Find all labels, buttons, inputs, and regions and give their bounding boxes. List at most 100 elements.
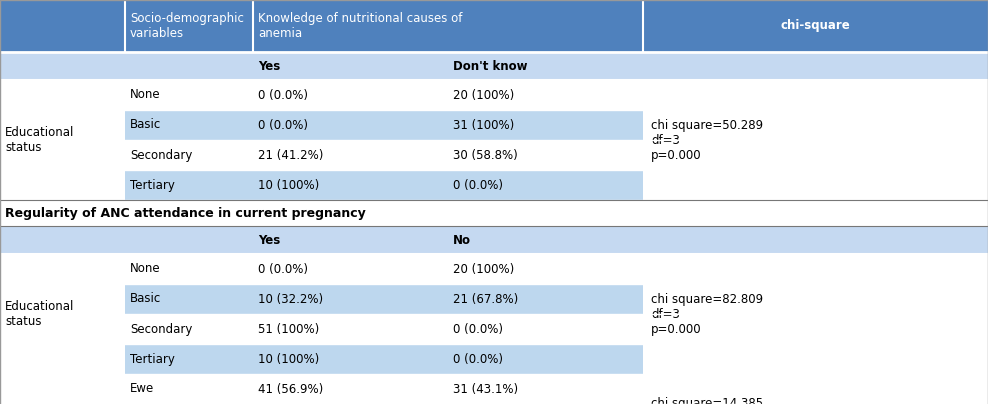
Text: Yes: Yes <box>258 59 281 72</box>
Text: 0 (0.0%): 0 (0.0%) <box>258 88 308 101</box>
Text: 51 (100%): 51 (100%) <box>258 322 319 335</box>
Text: Secondary: Secondary <box>130 149 193 162</box>
Text: 0 (0.0%): 0 (0.0%) <box>258 118 308 131</box>
Text: 0 (0.0%): 0 (0.0%) <box>453 179 503 191</box>
Text: Basic: Basic <box>130 118 161 131</box>
Bar <box>253 170 448 200</box>
Text: 0 (0.0%): 0 (0.0%) <box>453 353 503 366</box>
Bar <box>448 284 643 314</box>
Bar <box>0 314 125 344</box>
Bar <box>0 80 125 200</box>
Text: Basic: Basic <box>130 292 161 305</box>
Text: 21 (67.8%): 21 (67.8%) <box>453 292 519 305</box>
Bar <box>125 110 253 140</box>
Bar <box>448 314 643 344</box>
Bar <box>448 140 643 170</box>
Bar <box>643 254 988 284</box>
Text: 20 (100%): 20 (100%) <box>453 263 514 276</box>
Text: 31 (43.1%): 31 (43.1%) <box>453 383 518 396</box>
Text: 0 (0.0%): 0 (0.0%) <box>453 322 503 335</box>
Bar <box>253 140 448 170</box>
Text: 30 (58.8%): 30 (58.8%) <box>453 149 518 162</box>
Bar <box>643 110 988 140</box>
Bar <box>643 284 988 314</box>
Text: 20 (100%): 20 (100%) <box>453 88 514 101</box>
Text: Regularity of ANC attendance in current pregnancy: Regularity of ANC attendance in current … <box>5 206 366 219</box>
Bar <box>643 170 988 200</box>
Bar <box>643 314 988 344</box>
Text: 10 (32.2%): 10 (32.2%) <box>258 292 323 305</box>
Bar <box>253 254 448 284</box>
Bar <box>125 314 253 344</box>
Text: Yes: Yes <box>258 234 281 246</box>
Text: 0 (0.0%): 0 (0.0%) <box>258 263 308 276</box>
Text: Don't know: Don't know <box>453 59 528 72</box>
Text: None: None <box>130 263 161 276</box>
Bar <box>643 374 988 404</box>
Text: None: None <box>130 88 161 101</box>
Bar <box>125 254 253 284</box>
Bar <box>643 254 988 374</box>
Bar <box>448 52 643 80</box>
Bar <box>125 170 253 200</box>
Text: Educational
status: Educational status <box>5 300 74 328</box>
Bar <box>125 52 253 80</box>
Bar <box>253 226 448 254</box>
Text: chi square=14.385
df=2
p=0.001: chi square=14.385 df=2 p=0.001 <box>651 398 763 404</box>
Text: 10 (100%): 10 (100%) <box>258 353 319 366</box>
Text: 41 (56.9%): 41 (56.9%) <box>258 383 323 396</box>
Bar <box>448 226 643 254</box>
Text: Secondary: Secondary <box>130 322 193 335</box>
Text: Tertiary: Tertiary <box>130 179 175 191</box>
Bar <box>643 140 988 170</box>
Bar <box>448 0 643 52</box>
Bar <box>253 344 448 374</box>
Bar <box>253 284 448 314</box>
Bar <box>643 80 988 200</box>
Text: Knowledge of nutritional causes of
anemia: Knowledge of nutritional causes of anemi… <box>258 12 462 40</box>
Text: 10 (100%): 10 (100%) <box>258 179 319 191</box>
Text: Tertiary: Tertiary <box>130 353 175 366</box>
Bar <box>125 344 253 374</box>
Text: Ewe: Ewe <box>130 383 154 396</box>
Bar <box>448 110 643 140</box>
Bar <box>0 284 125 314</box>
Bar <box>0 170 125 200</box>
Bar <box>643 374 988 404</box>
Bar <box>125 226 253 254</box>
Bar <box>0 226 125 254</box>
Bar <box>643 344 988 374</box>
Bar <box>253 52 448 80</box>
Bar <box>0 0 125 52</box>
Bar <box>0 80 125 110</box>
Bar <box>253 0 448 52</box>
Bar <box>448 254 643 284</box>
Bar <box>448 344 643 374</box>
Bar <box>0 254 125 284</box>
Bar <box>0 110 125 140</box>
Bar <box>253 110 448 140</box>
Bar <box>448 374 643 404</box>
Bar <box>125 0 253 52</box>
Text: 31 (100%): 31 (100%) <box>453 118 514 131</box>
Bar <box>0 374 125 404</box>
Bar <box>253 80 448 110</box>
Bar <box>253 374 448 404</box>
Bar <box>643 52 988 80</box>
Text: 21 (41.2%): 21 (41.2%) <box>258 149 323 162</box>
Bar <box>0 344 125 374</box>
Text: chi-square: chi-square <box>781 19 851 32</box>
Bar <box>643 226 988 254</box>
Bar <box>448 80 643 110</box>
Bar <box>0 52 125 80</box>
Bar <box>0 200 988 226</box>
Text: chi square=50.289
df=3
p=0.000: chi square=50.289 df=3 p=0.000 <box>651 118 763 162</box>
Bar <box>125 80 253 110</box>
Text: No: No <box>453 234 471 246</box>
Text: chi square=82.809
df=3
p=0.000: chi square=82.809 df=3 p=0.000 <box>651 292 763 335</box>
Bar <box>253 314 448 344</box>
Text: Educational
status: Educational status <box>5 126 74 154</box>
Bar <box>0 254 125 374</box>
Text: Socio-demographic
variables: Socio-demographic variables <box>130 12 244 40</box>
Bar <box>643 0 988 52</box>
